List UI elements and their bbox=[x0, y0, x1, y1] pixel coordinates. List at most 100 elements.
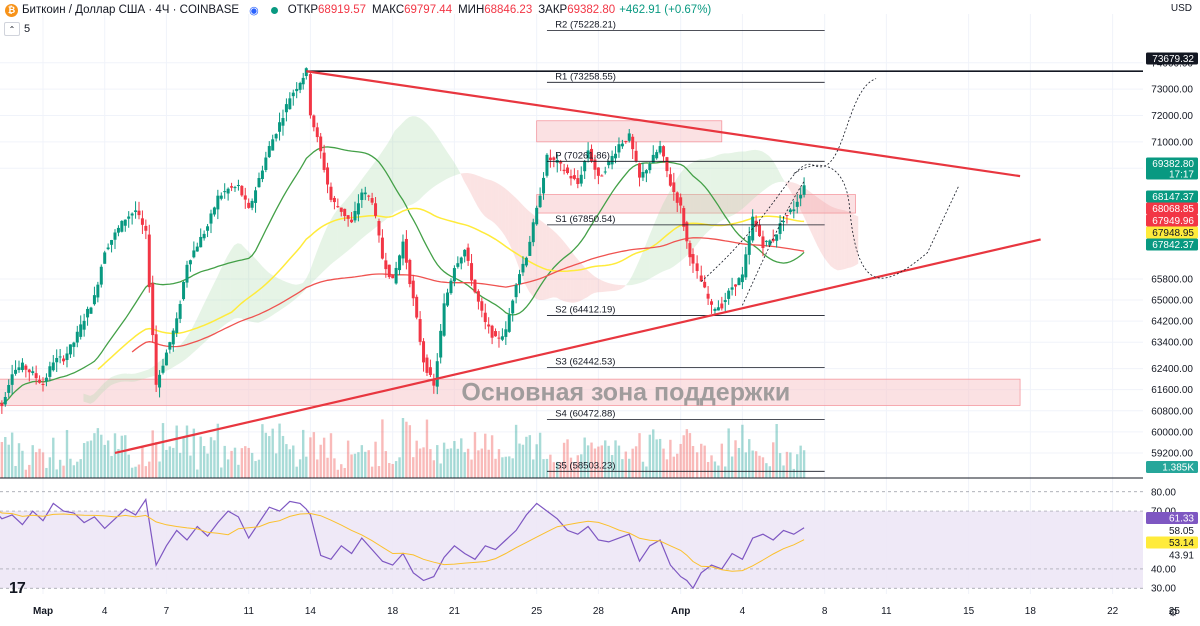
volume-bar bbox=[213, 440, 216, 478]
cloud-segment bbox=[741, 151, 746, 210]
volume-bar bbox=[691, 446, 695, 478]
volume-bar bbox=[106, 440, 110, 478]
candle-body bbox=[631, 136, 635, 150]
volume-bar bbox=[144, 466, 148, 478]
currency-label[interactable]: USD bbox=[1170, 3, 1192, 14]
candle-body bbox=[691, 254, 695, 264]
candle bbox=[38, 375, 42, 384]
cloud-segment bbox=[306, 271, 310, 289]
price-label: 67842.37 bbox=[1152, 240, 1194, 251]
candle bbox=[48, 361, 52, 382]
candle-body bbox=[374, 203, 378, 216]
volume-bar bbox=[172, 447, 175, 478]
candle-body bbox=[0, 403, 4, 407]
candle bbox=[120, 220, 124, 233]
candle bbox=[223, 183, 227, 199]
cloud-segment bbox=[378, 152, 382, 226]
volume-bar bbox=[497, 449, 501, 478]
volume-bar bbox=[607, 445, 610, 478]
low-value: 68846.23 bbox=[484, 4, 533, 16]
candle-body bbox=[319, 136, 323, 152]
price-label: 67948.95 bbox=[1152, 228, 1194, 239]
candle-body bbox=[7, 384, 11, 393]
gear-icon[interactable]: ⚙ bbox=[1168, 607, 1178, 619]
candle bbox=[10, 364, 14, 395]
cloud-segment bbox=[440, 140, 444, 183]
candle bbox=[41, 377, 45, 392]
cloud-segment bbox=[501, 185, 506, 237]
candle-body bbox=[188, 260, 192, 265]
volume-bar bbox=[309, 437, 312, 478]
eye-icon[interactable]: ◉ bbox=[249, 4, 259, 17]
cloud-segment bbox=[669, 185, 674, 269]
candle bbox=[415, 294, 419, 320]
candle-body bbox=[346, 215, 350, 219]
candle bbox=[675, 191, 679, 213]
symbol-title[interactable]: Биткоин / Доллар США · 4Ч · COINBASE bbox=[22, 4, 240, 16]
candle bbox=[264, 151, 268, 173]
candle bbox=[257, 172, 261, 188]
volume-bar bbox=[532, 459, 535, 478]
cloud-segment bbox=[409, 116, 413, 206]
volume-bar bbox=[196, 469, 199, 478]
candle bbox=[634, 141, 638, 163]
volume-bar bbox=[329, 433, 333, 478]
candle bbox=[710, 298, 714, 314]
candle bbox=[326, 162, 330, 194]
indicators-toggle[interactable]: ⌃ 5 bbox=[4, 22, 30, 36]
candle-body bbox=[545, 154, 549, 176]
candle-body bbox=[404, 238, 408, 263]
cloud-segment bbox=[570, 249, 574, 303]
volume-bar bbox=[199, 436, 202, 478]
cloud-segment bbox=[268, 272, 273, 318]
candle bbox=[226, 187, 230, 201]
cloud-segment bbox=[244, 247, 249, 321]
chevron-up-icon[interactable]: ⌃ bbox=[4, 22, 20, 36]
cloud-segment bbox=[254, 258, 259, 323]
candle-body bbox=[144, 225, 148, 231]
cloud-segment bbox=[251, 254, 255, 323]
cloud-segment bbox=[597, 278, 602, 293]
candle-body bbox=[679, 197, 683, 206]
candle-body bbox=[531, 222, 535, 243]
close-label: ЗАКР bbox=[538, 4, 568, 16]
candle bbox=[542, 172, 546, 200]
volume-bar bbox=[655, 439, 658, 478]
candle-body bbox=[271, 139, 275, 151]
candle-body bbox=[658, 146, 662, 153]
cloud-segment bbox=[642, 244, 646, 283]
volume-bar bbox=[96, 428, 100, 478]
volume-bar bbox=[93, 433, 96, 478]
time-tick-label: 25 bbox=[531, 606, 543, 617]
candle bbox=[572, 168, 576, 181]
volume-bar bbox=[778, 453, 782, 478]
cloud-segment bbox=[775, 164, 779, 183]
rsi-line bbox=[0, 497, 805, 590]
rsi-label: 61.33 bbox=[1169, 514, 1194, 525]
candle bbox=[802, 177, 806, 198]
volume-bar bbox=[525, 436, 528, 478]
cloud-segment bbox=[693, 160, 698, 249]
volume-bar bbox=[182, 436, 185, 478]
candle-body bbox=[579, 174, 583, 184]
candle bbox=[514, 282, 518, 304]
candle bbox=[771, 229, 775, 243]
close-value: 69382.80 bbox=[567, 4, 616, 16]
candle bbox=[394, 261, 398, 285]
cloud-segment bbox=[285, 281, 290, 307]
cloud-segment bbox=[313, 252, 317, 282]
cloud-segment bbox=[745, 150, 749, 207]
candle bbox=[566, 164, 570, 175]
candle-body bbox=[466, 247, 470, 261]
candle-body bbox=[247, 202, 251, 208]
candle bbox=[254, 186, 258, 213]
volume-bar bbox=[240, 448, 244, 478]
volume-bar bbox=[751, 450, 754, 478]
price-tick-label: 62400.00 bbox=[1151, 364, 1193, 375]
candle bbox=[720, 296, 724, 311]
candle bbox=[703, 275, 707, 289]
volume-bar bbox=[586, 445, 590, 478]
candle-body bbox=[788, 209, 792, 212]
